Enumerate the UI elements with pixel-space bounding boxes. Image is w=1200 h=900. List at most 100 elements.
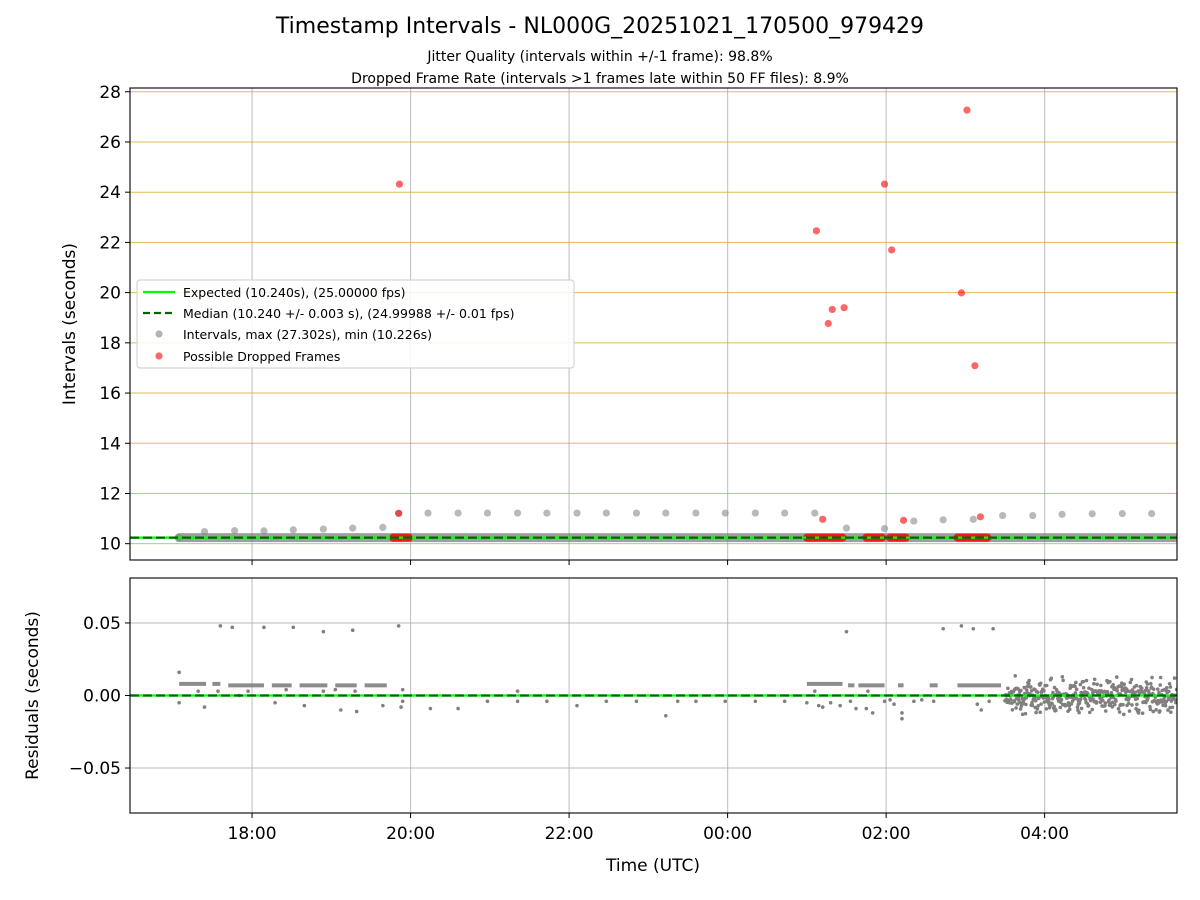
bottom-x-tick-label: 22:00 bbox=[545, 824, 594, 844]
residual-noise-point bbox=[1110, 700, 1115, 705]
residual-point bbox=[273, 700, 277, 705]
dropped-frame-point bbox=[957, 289, 966, 297]
residual-point bbox=[866, 689, 870, 693]
residual-noise-point bbox=[1087, 686, 1091, 690]
residual-noise-point bbox=[1174, 698, 1177, 703]
residual-noise-point bbox=[1092, 681, 1096, 686]
residual-noise-point bbox=[1166, 708, 1170, 712]
residual-noise-point bbox=[1150, 675, 1154, 680]
bottom-y-tick-label: 0.05 bbox=[83, 614, 121, 634]
residual-noise-point bbox=[1155, 687, 1160, 691]
residual-noise-point bbox=[1090, 707, 1095, 712]
residual-noise-point bbox=[1078, 682, 1083, 687]
residual-noise-point bbox=[1139, 686, 1144, 691]
top-y-tick-label: 16 bbox=[99, 384, 121, 404]
interval-point bbox=[260, 527, 268, 535]
residual-noise-point bbox=[1101, 698, 1105, 703]
residual-point bbox=[723, 699, 728, 704]
interval-point bbox=[811, 509, 819, 517]
residual-noise-point bbox=[1038, 681, 1043, 686]
residual-noise-point bbox=[1079, 706, 1084, 711]
residual-noise-point bbox=[1006, 686, 1010, 691]
residual-noise-point bbox=[1099, 683, 1103, 688]
residual-point bbox=[820, 705, 825, 709]
residual-noise-point bbox=[1151, 709, 1156, 714]
residual-noise-point bbox=[1130, 703, 1134, 707]
interval-point bbox=[543, 509, 551, 517]
bottom-x-tick-label: 18:00 bbox=[228, 824, 277, 844]
residual-noise-point bbox=[1095, 682, 1099, 687]
top-y-tick-label: 26 bbox=[99, 133, 121, 153]
residual-noise-point bbox=[1073, 691, 1078, 695]
residual-noise-point bbox=[1094, 700, 1099, 704]
residual-noise-point bbox=[1169, 710, 1173, 715]
interval-point bbox=[1118, 509, 1126, 518]
residual-noise-point bbox=[1148, 707, 1153, 712]
residual-noise-point bbox=[1167, 681, 1172, 686]
interval-point bbox=[602, 509, 610, 517]
residual-noise-point bbox=[1172, 676, 1177, 680]
top-y-tick-label: 22 bbox=[99, 233, 121, 253]
residual-noise-point bbox=[1077, 710, 1081, 715]
residual-point bbox=[218, 624, 223, 628]
interval-point bbox=[842, 524, 851, 532]
top-y-tick-label: 12 bbox=[99, 484, 121, 504]
bottom-x-tick-label: 20:00 bbox=[386, 824, 435, 844]
residual-point bbox=[202, 705, 207, 709]
residual-noise-point bbox=[1134, 683, 1139, 688]
residual-point bbox=[882, 699, 887, 704]
interval-point bbox=[319, 525, 327, 533]
residual-noise-point bbox=[1024, 695, 1029, 700]
residual-noise-point bbox=[1116, 706, 1121, 711]
residual-noise-point bbox=[1030, 703, 1035, 708]
residual-noise-point bbox=[1048, 704, 1052, 708]
residual-noise-point bbox=[1047, 697, 1051, 702]
residual-noise-point bbox=[1073, 684, 1077, 689]
residual-noise-point bbox=[1163, 703, 1168, 708]
residual-point bbox=[485, 699, 490, 704]
residual-noise-point bbox=[1170, 705, 1175, 710]
interval-point bbox=[781, 509, 789, 517]
legend-label: Median (10.240 +/- 0.003 s), (24.99988 +… bbox=[183, 306, 514, 321]
residual-noise-point bbox=[1145, 682, 1150, 686]
residual-noise-point bbox=[1135, 702, 1139, 707]
interval-point bbox=[349, 524, 357, 532]
dropped-frame-point bbox=[819, 515, 827, 523]
residual-noise-point bbox=[1148, 704, 1152, 709]
residual-point bbox=[396, 624, 401, 628]
residual-point bbox=[971, 626, 976, 631]
residual-noise-point bbox=[1083, 697, 1088, 702]
residual-point bbox=[864, 706, 869, 711]
legend-intervals-swatch bbox=[155, 330, 163, 338]
legend-label: Possible Dropped Frames bbox=[183, 349, 340, 364]
residual-noise-point bbox=[1013, 674, 1018, 678]
residual-point bbox=[753, 699, 758, 704]
residual-point bbox=[321, 689, 326, 693]
residual-noise-point bbox=[1121, 702, 1125, 707]
legend-dropped-swatch bbox=[155, 352, 163, 360]
interval-point bbox=[632, 509, 641, 517]
residual-noise-point bbox=[1019, 688, 1023, 693]
residual-point bbox=[870, 711, 875, 715]
residual-noise-point bbox=[1035, 690, 1040, 695]
residual-point bbox=[291, 625, 296, 630]
interval-point bbox=[454, 509, 462, 517]
residual-point bbox=[400, 687, 405, 692]
residual-point bbox=[941, 626, 945, 631]
residual-noise-point bbox=[1060, 674, 1065, 679]
interval-point bbox=[483, 509, 492, 517]
residual-noise-point bbox=[1108, 679, 1112, 684]
interval-point bbox=[573, 509, 581, 517]
residual-noise-point bbox=[1135, 696, 1140, 701]
residual-noise-point bbox=[1133, 690, 1138, 695]
residual-noise-point bbox=[1158, 683, 1163, 687]
residual-point bbox=[900, 716, 904, 721]
residual-noise-point bbox=[1057, 690, 1061, 695]
residual-noise-point bbox=[1137, 708, 1141, 712]
residual-point bbox=[353, 689, 357, 693]
residual-point bbox=[515, 699, 520, 704]
residual-noise-point bbox=[1044, 707, 1049, 711]
residual-noise-point bbox=[1037, 696, 1041, 700]
residual-noise-point bbox=[1115, 688, 1120, 693]
residual-noise-point bbox=[1115, 675, 1119, 679]
